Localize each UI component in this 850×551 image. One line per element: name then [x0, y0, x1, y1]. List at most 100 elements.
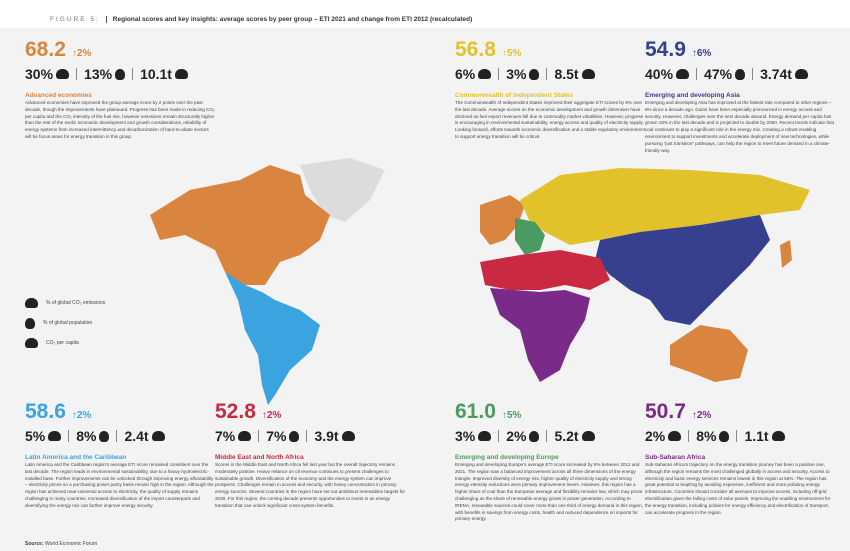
region-advanced-australia: [670, 325, 748, 382]
co2-per-capita: 1.1t: [744, 428, 769, 444]
co2-per-capita: 10.1t: [140, 66, 172, 82]
legend-population: % of global population: [43, 320, 93, 326]
legend: % of global CO₂ emissions % of global po…: [25, 293, 105, 353]
region-card-latam: 58.6 ↑2% 5% 8% 2.4t Latin America and the C…: [25, 400, 215, 510]
co2-cloud-icon: [238, 431, 252, 441]
co2-share: 7%: [215, 428, 236, 444]
co2-per-capita: 3.9t: [314, 428, 339, 444]
figure-header: FIGURE 5: Regional scores and key insigh…: [50, 12, 472, 26]
region-europe: [515, 218, 545, 255]
population-share: 8%: [76, 428, 97, 444]
region-advanced-japan: [780, 240, 792, 268]
score: 50.7: [645, 400, 686, 423]
legend-co2: % of global CO₂ emissions: [46, 300, 106, 306]
co2-per-capita-icon: [25, 338, 38, 348]
score: 52.8: [215, 400, 256, 423]
source-text: World Economic Forum: [45, 541, 98, 547]
region-title: Advanced economies: [25, 92, 92, 99]
co2-cloud-icon: [668, 431, 682, 441]
figure-number: FIGURE 5:: [50, 15, 107, 23]
region-latam: [225, 272, 320, 405]
population-share: 47%: [704, 66, 733, 82]
co2-per-capita: 5.2t: [554, 428, 579, 444]
score-change: ↑2%: [71, 48, 92, 59]
region-title: Sub-Saharan Africa: [645, 454, 706, 461]
population-share: 7%: [266, 428, 287, 444]
population-icon: [25, 317, 35, 329]
co2-share: 3%: [455, 428, 476, 444]
score-change: ↑5%: [501, 48, 522, 59]
population-icon: [99, 430, 110, 442]
co2-cloud-icon: [478, 69, 492, 79]
region-card-mena: 52.8 ↑2% 7% 7% 3.9t Middle East and North A…: [215, 400, 405, 510]
score: 61.0: [455, 400, 496, 423]
population-icon: [115, 68, 126, 80]
population-icon: [529, 430, 540, 442]
co2-per-capita-icon: [174, 69, 188, 79]
score-change: ↑6%: [691, 48, 712, 59]
score: 56.8: [455, 38, 496, 61]
co2-cloud-icon: [676, 69, 690, 79]
source-note: Source: World Economic Forum: [25, 541, 97, 547]
score-change: ↑5%: [501, 410, 522, 421]
co2-per-capita-icon: [151, 431, 165, 441]
score: 68.2: [25, 38, 66, 61]
figure-title: Regional scores and key insights: averag…: [112, 15, 473, 23]
co2-share: 30%: [25, 66, 54, 82]
co2-share: 5%: [25, 428, 46, 444]
region-card-advanced: 68.2 ↑2% 30% 13% 10.1t Advanced economies A…: [25, 38, 215, 141]
region-body: Advanced economies have improved the gro…: [25, 100, 215, 139]
co2-cloud-icon: [478, 431, 492, 441]
legend-co2-per-capita: CO₂ per capita: [46, 340, 79, 346]
score-change: ↑2%: [261, 410, 282, 421]
region-card-ssa: 50.7 ↑2% 2% 8% 1.1t Sub-Saharan Africa Sub-…: [645, 400, 835, 516]
co2-per-capita-icon: [771, 431, 785, 441]
world-map: [150, 158, 810, 405]
region-card-cis: 56.8 ↑5% 6% 3% 8.5t Commonwealth of Indepen…: [455, 38, 645, 141]
population-icon: [735, 68, 746, 80]
region-ssa: [490, 288, 590, 382]
co2-per-capita-icon: [581, 431, 595, 441]
region-title: Commonwealth of Independent States: [455, 92, 574, 99]
co2-share: 2%: [645, 428, 666, 444]
region-body: Emerging and developing Europe's average…: [455, 462, 643, 522]
region-advanced-north-america: [150, 165, 330, 285]
region-mena: [480, 250, 610, 290]
region-title: Emerging and developing Asia: [645, 92, 740, 99]
co2-cloud-icon: [48, 431, 62, 441]
source-label: Source:: [25, 541, 44, 547]
region-title: Middle East and North Africa: [215, 454, 304, 461]
population-icon: [529, 68, 540, 80]
region-cis: [520, 168, 810, 245]
population-icon: [719, 430, 730, 442]
population-icon: [289, 430, 300, 442]
population-share: 3%: [506, 66, 527, 82]
region-body: Scores in the Middle East and North Afri…: [215, 462, 405, 508]
co2-per-capita-icon: [794, 69, 808, 79]
score: 54.9: [645, 38, 686, 61]
population-share: 13%: [84, 66, 113, 82]
region-body: Sub-Saharan Africa's trajectory on the e…: [645, 462, 831, 515]
region-title: Emerging and developing Europe: [455, 454, 559, 461]
co2-per-capita: 2.4t: [124, 428, 149, 444]
region-body: The Commonwealth of Independent States i…: [455, 100, 645, 139]
score-change: ↑2%: [691, 410, 712, 421]
co2-cloud-icon: [25, 298, 38, 308]
score: 58.6: [25, 400, 66, 423]
score-change: ↑2%: [71, 410, 92, 421]
co2-per-capita-icon: [581, 69, 595, 79]
region-advanced-europe: [480, 195, 525, 245]
co2-per-capita: 3.74t: [760, 66, 792, 82]
region-title: Latin America and the Caribbean: [25, 454, 127, 461]
co2-per-capita-icon: [341, 431, 355, 441]
region-card-europe: 61.0 ↑5% 3% 2% 5.2t Emerging and developing…: [455, 400, 645, 523]
population-share: 2%: [506, 428, 527, 444]
region-card-asia: 54.9 ↑6% 40% 47% 3.74t Emerging and develop…: [645, 38, 835, 154]
greenland: [300, 158, 385, 222]
region-body: Emerging and developing Asia has improve…: [645, 100, 834, 153]
co2-per-capita: 8.5t: [554, 66, 579, 82]
co2-cloud-icon: [56, 69, 70, 79]
region-body: Latin America and the Caribbean region's…: [25, 462, 214, 508]
co2-share: 40%: [645, 66, 674, 82]
region-asia: [595, 215, 770, 325]
